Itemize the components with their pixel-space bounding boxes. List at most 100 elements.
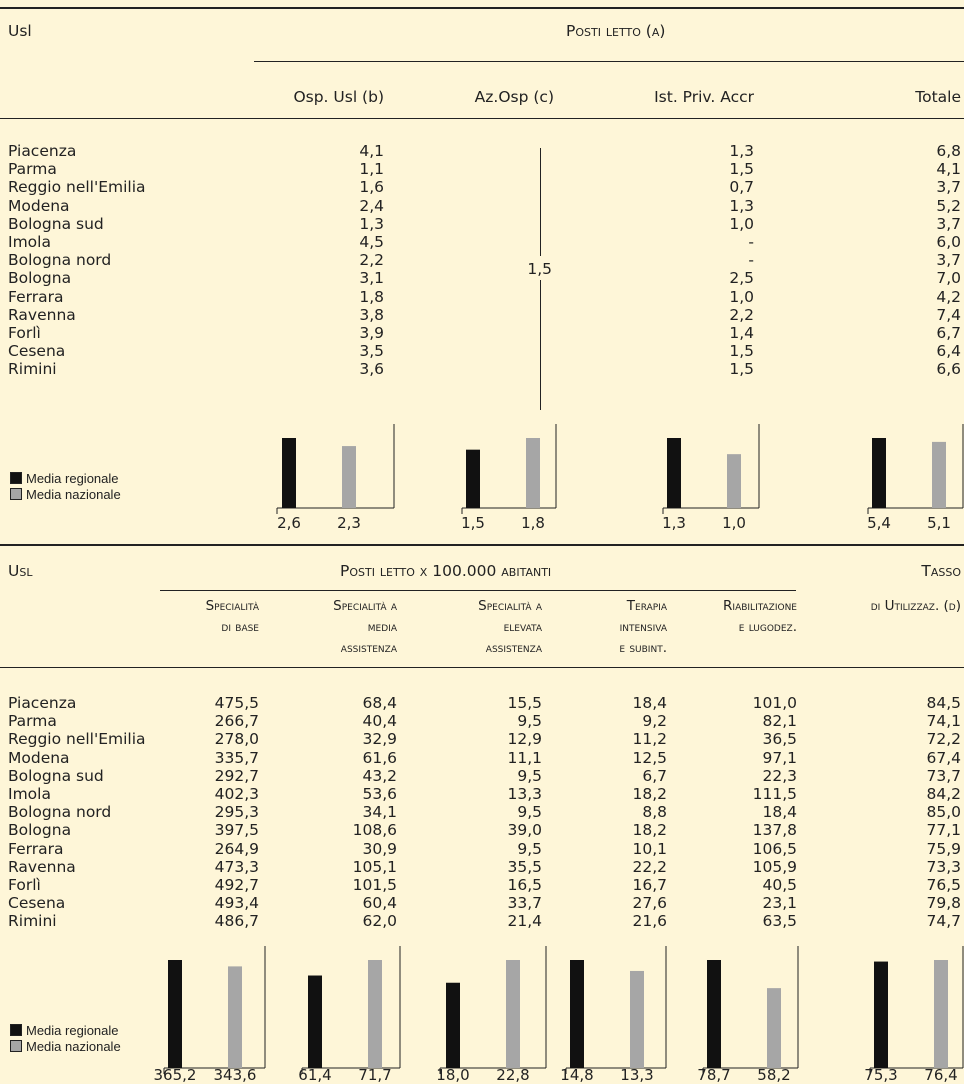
ist-priv-value: - xyxy=(748,251,754,270)
riabilitazione-value: 82,1 xyxy=(762,712,797,731)
regional-bar xyxy=(308,975,322,1068)
terapia-value: 16,7 xyxy=(632,876,667,894)
col-header-line: e subint. xyxy=(619,640,667,656)
ist-priv-value: 1,4 xyxy=(729,324,754,342)
national-swatch xyxy=(10,1040,22,1052)
totale-value: 6,0 xyxy=(936,233,961,251)
national-bar xyxy=(506,960,520,1068)
media-value: 61,6 xyxy=(362,748,397,767)
col-header-line: elevata xyxy=(503,619,542,635)
regional-value-label: 18,0 xyxy=(436,1066,469,1084)
col-header-line: di base xyxy=(221,619,259,635)
tasso-value: 73,3 xyxy=(926,857,961,876)
az-osp-bracket-upper xyxy=(540,148,541,256)
regional-bar xyxy=(570,960,584,1068)
national-bar xyxy=(342,446,356,508)
tasso-value: 84,2 xyxy=(926,785,961,803)
base-value: 493,4 xyxy=(214,894,259,913)
base-value: 397,5 xyxy=(214,821,259,840)
terapia-value: 10,1 xyxy=(632,839,667,858)
ist-priv-value: 2,5 xyxy=(729,269,754,288)
col-header-line: assistenza xyxy=(340,640,397,656)
media-value: 34,1 xyxy=(362,803,397,822)
col-header-totale: Totale xyxy=(915,88,961,106)
base-value: 264,9 xyxy=(214,839,259,858)
table1-bottom-rule xyxy=(0,544,964,546)
elevata-value: 21,4 xyxy=(507,912,542,931)
col-header-specialita-di-base: Specialità di base xyxy=(206,596,259,638)
regional-value-label: 2,6 xyxy=(277,514,301,532)
osp-usl-value: 3,9 xyxy=(359,324,384,342)
national-value-label: 71,7 xyxy=(358,1066,391,1084)
regional-bar xyxy=(168,960,182,1068)
base-value: 473,3 xyxy=(214,857,259,876)
national-bar xyxy=(368,960,382,1068)
elevata-value: 16,5 xyxy=(507,876,542,894)
usl-column-header-2: Usl xyxy=(8,562,33,580)
col-header-line: Riabilitazione xyxy=(723,598,797,614)
totale-value: 3,7 xyxy=(936,214,961,233)
tasso-value: 75,9 xyxy=(926,839,961,858)
elevata-value: 13,3 xyxy=(507,785,542,803)
osp-usl-value: 2,2 xyxy=(359,251,384,270)
terapia-value: 22,2 xyxy=(632,857,667,876)
usl-name: Ferrara xyxy=(8,287,64,306)
usl-name: Cesena xyxy=(8,342,66,361)
col-header-specialita-elevata: Specialità a elevata assistenza xyxy=(478,596,542,659)
usl-name: Forlì xyxy=(8,324,41,342)
terapia-value: 11,2 xyxy=(632,730,667,749)
totale-value: 4,1 xyxy=(936,160,961,179)
col-header-specialita-media: Specialità a media assistenza xyxy=(333,596,397,659)
ist-priv-value: 1,3 xyxy=(729,196,754,215)
tasso-value: 76,5 xyxy=(926,876,961,894)
riabilitazione-value: 40,5 xyxy=(762,876,797,894)
elevata-value: 35,5 xyxy=(507,857,542,876)
totale-value: 6,7 xyxy=(936,324,961,342)
osp-usl-value: 1,3 xyxy=(359,214,384,233)
base-value: 278,0 xyxy=(214,730,259,749)
usl-name: Ferrara xyxy=(8,839,64,858)
terapia-value: 9,2 xyxy=(642,712,667,731)
usl-name: Ravenna xyxy=(8,305,76,324)
totale-value: 3,7 xyxy=(936,251,961,270)
national-value-label: 76,4 xyxy=(924,1066,957,1084)
tasso-value: 74,1 xyxy=(926,712,961,731)
osp-usl-value: 4,5 xyxy=(359,233,384,251)
regional-bar xyxy=(282,438,296,508)
regional-value-label: 1,5 xyxy=(461,514,485,532)
national-value-label: 22,8 xyxy=(496,1066,529,1084)
totale-value: 6,4 xyxy=(936,342,961,361)
national-value-label: 1,0 xyxy=(722,514,746,532)
ist-priv-value: 1,5 xyxy=(729,342,754,361)
az-osp-bracket-lower xyxy=(540,280,541,410)
legend-item-regional: Media regionale xyxy=(10,471,121,487)
media-value: 43,2 xyxy=(362,766,397,785)
national-value-label: 343,6 xyxy=(214,1066,257,1084)
terapia-value: 18,2 xyxy=(632,821,667,840)
regional-bar xyxy=(667,438,681,508)
regional-value-label: 75,3 xyxy=(864,1066,897,1084)
group-header-rule xyxy=(254,61,964,62)
ist-priv-value: 1,0 xyxy=(729,214,754,233)
col-header-ist-priv: Ist. Priv. Accr xyxy=(654,88,754,106)
usl-name: Piacenza xyxy=(8,694,77,712)
elevata-value: 9,5 xyxy=(517,712,542,731)
regional-bar xyxy=(874,961,888,1068)
usl-name: Piacenza xyxy=(8,142,77,160)
usl-name: Rimini xyxy=(8,360,57,379)
media-value: 30,9 xyxy=(362,839,397,858)
legend-top: Media regionale Media nazionale xyxy=(10,471,121,503)
media-value: 105,1 xyxy=(352,857,397,876)
riabilitazione-value: 111,5 xyxy=(752,785,797,803)
usl-name: Modena xyxy=(8,196,70,215)
regional-value-label: 14,8 xyxy=(560,1066,593,1084)
totale-value: 6,8 xyxy=(936,142,961,160)
col-header-line: Specialità a xyxy=(333,598,397,614)
osp-usl-value: 2,4 xyxy=(359,196,384,215)
regional-swatch xyxy=(10,1024,22,1036)
usl-name: Bologna nord xyxy=(8,803,112,822)
riabilitazione-value: 137,8 xyxy=(752,821,797,840)
riabilitazione-value: 36,5 xyxy=(762,730,797,749)
col-header-line: Specialità xyxy=(205,598,259,614)
base-value: 486,7 xyxy=(214,912,259,931)
